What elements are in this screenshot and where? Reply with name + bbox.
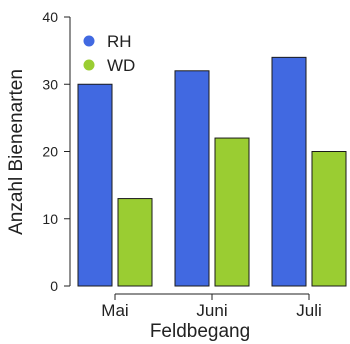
y-tick-label: 20: [42, 144, 58, 160]
y-axis: 0 10 20 30 40: [42, 9, 71, 294]
x-axis: Mai Juni Juli: [101, 293, 322, 320]
bar-rh-mai: [77, 83, 113, 287]
legend: RH WD: [83, 32, 135, 75]
bar-wd-juni: [214, 137, 250, 287]
x-tick-label-juni: Juni: [196, 301, 227, 320]
y-tick-label: 30: [42, 76, 58, 92]
legend-label-rh: RH: [107, 32, 132, 51]
bar-rh-juni: [174, 70, 210, 287]
x-axis-label: Feldbegang: [150, 321, 250, 342]
bar-wd-juli: [311, 151, 347, 287]
x-tick-label-mai: Mai: [101, 301, 128, 320]
y-tick-label: 10: [42, 211, 58, 227]
y-tick-label: 0: [50, 278, 58, 294]
y-axis-label: Anzahl Bienenarten: [6, 69, 27, 235]
y-tick-label: 40: [42, 9, 58, 25]
x-tick-label-juli: Juli: [296, 301, 322, 320]
bar-wd-mai: [117, 198, 153, 287]
bars: [77, 56, 347, 287]
legend-label-wd: WD: [107, 56, 135, 75]
legend-marker-rh: [83, 35, 95, 47]
legend-marker-wd: [83, 59, 95, 71]
bar-rh-juli: [271, 56, 307, 287]
